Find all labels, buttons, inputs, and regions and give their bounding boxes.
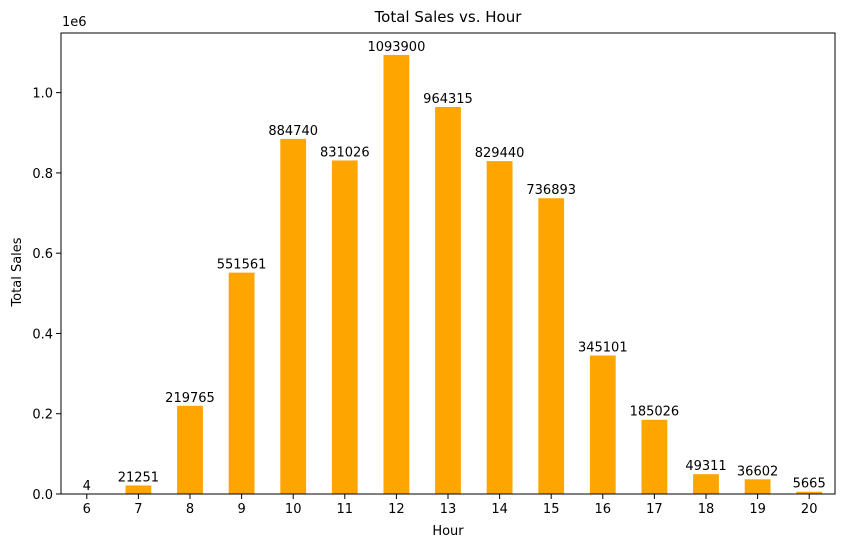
bar xyxy=(486,161,513,495)
bar xyxy=(383,54,410,494)
x-tick-label: 8 xyxy=(186,502,194,517)
bar xyxy=(744,479,771,494)
bar xyxy=(796,491,823,494)
data-label: 49311 xyxy=(685,459,726,474)
x-tick-label: 12 xyxy=(388,502,405,517)
x-tick-label: 20 xyxy=(801,502,818,517)
y-tick-label: 0.6 xyxy=(32,247,53,262)
bar xyxy=(641,419,668,494)
x-tick-label: 14 xyxy=(491,502,508,517)
data-label: 345101 xyxy=(578,340,628,355)
data-label: 5665 xyxy=(793,477,826,492)
data-label: 831026 xyxy=(320,145,370,160)
x-tick-label: 17 xyxy=(646,502,663,517)
plot-area: 4 6 21251 7 219765 8 551561 9 884740 10 831026 11 10… xyxy=(32,32,836,517)
x-tick-label: 11 xyxy=(337,502,354,517)
bar xyxy=(693,474,719,494)
bar xyxy=(177,405,203,494)
x-tick-label: 19 xyxy=(749,502,766,517)
bar xyxy=(125,485,152,494)
data-label: 36602 xyxy=(737,464,778,479)
bar xyxy=(228,272,255,494)
data-label: 736893 xyxy=(526,183,576,198)
chart-title: Total Sales vs. Hour xyxy=(374,8,523,26)
bar xyxy=(331,160,358,494)
data-label: 551561 xyxy=(217,258,267,273)
data-label: 219765 xyxy=(165,391,215,406)
data-label: 1093900 xyxy=(367,40,425,55)
plot-frame xyxy=(60,32,836,495)
y-tick-label: 0.8 xyxy=(32,167,53,182)
data-label: 4 xyxy=(83,479,91,494)
x-tick-label: 15 xyxy=(543,502,560,517)
y-tick-label: 0.0 xyxy=(32,488,53,503)
bar xyxy=(589,355,616,494)
y-axis-label: Total Sales xyxy=(10,237,25,307)
bar xyxy=(538,198,565,495)
y-offset-label: 1e6 xyxy=(62,15,87,30)
data-label: 829440 xyxy=(475,146,525,161)
y-tick-label: 1.0 xyxy=(32,87,53,102)
data-label: 884740 xyxy=(268,124,318,139)
x-tick-label: 6 xyxy=(83,502,91,517)
data-label: 21251 xyxy=(118,470,159,485)
y-tick-label: 0.4 xyxy=(32,327,53,342)
y-tick-label: 0.2 xyxy=(32,408,53,423)
x-tick-label: 16 xyxy=(595,502,612,517)
x-tick-label: 7 xyxy=(134,502,142,517)
x-tick-label: 13 xyxy=(440,502,457,517)
data-label: 185026 xyxy=(630,405,680,420)
x-tick-label: 10 xyxy=(285,502,302,517)
bar xyxy=(280,138,307,494)
x-tick-label: 18 xyxy=(698,502,715,517)
data-label: 964315 xyxy=(423,92,473,107)
x-axis-label: Hour xyxy=(432,524,464,539)
bar xyxy=(435,106,461,494)
x-tick-label: 9 xyxy=(237,502,245,517)
